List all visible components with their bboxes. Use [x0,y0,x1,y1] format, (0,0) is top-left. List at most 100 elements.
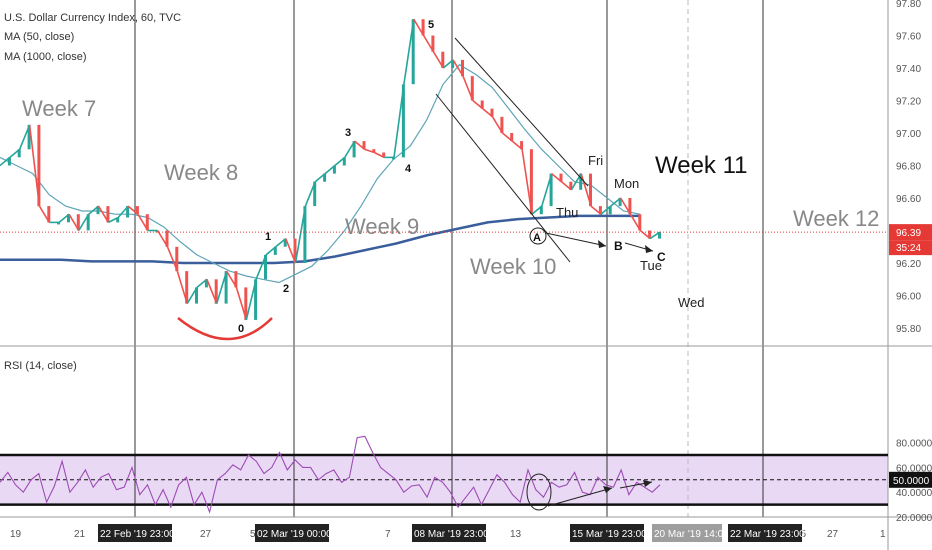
candle [362,141,366,150]
candle [303,206,307,263]
candle [520,141,524,150]
ma1000-legend[interactable]: MA (1000, close) [4,51,87,63]
arrow-a-b [545,232,607,247]
candle [589,173,592,207]
rsi-legend[interactable]: RSI (14, close) [4,360,77,372]
candle [549,173,553,207]
wave-label: 0 [238,323,244,335]
candle [135,206,139,215]
candle [175,246,179,272]
rsi-divergence-arrow [547,487,613,507]
rsi-divergence-circle [526,473,552,511]
time-box-label: 20 Mar '19 14:00 [654,529,729,540]
candle [37,124,41,207]
candle [579,173,583,190]
time-box-label: 08 Mar '19 23:00 [414,529,489,540]
arrowhead [603,486,612,493]
rsi-current-label: 50.0000 [893,476,930,487]
price-tick-label: 95.80 [896,324,921,335]
candle [86,214,90,231]
candle [76,214,80,231]
week-label: Week 8 [164,160,238,185]
rsi-tick-label: 60.0000 [896,463,932,474]
candle [480,100,484,109]
time-box-label: 22 Feb '19 23:00 [100,529,175,540]
candle [461,59,464,77]
candle [431,35,435,52]
day-label: Tue [640,258,662,273]
candle [470,76,474,101]
candle [451,59,455,68]
rsi-tick-label: 20.0000 [896,513,932,524]
price-tick-label: 96.80 [896,162,921,173]
candle [96,206,100,215]
day-label: Fri [588,153,603,168]
week-label: Week 12 [793,206,879,231]
candle [529,149,533,215]
point-label: A [533,232,541,244]
wave-label: 4 [405,163,412,175]
candle [214,279,218,304]
price-tick-label: 96.00 [896,292,921,303]
candle [628,198,632,215]
countdown-label: 35:24 [896,243,921,254]
wave-label: 2 [283,283,289,295]
price-tick-label: 97.80 [896,0,921,10]
candle [165,230,169,247]
candle [569,181,573,190]
ma1000-line [0,214,640,265]
price-tick-label: 96.60 [896,194,921,205]
candle [254,279,258,320]
candle [106,206,110,223]
time-box [412,524,486,542]
wave-label: 5 [428,19,434,31]
candle [195,287,198,304]
candle [411,19,415,85]
candle [598,206,602,215]
rsi-tick-label: 40.0000 [896,488,932,499]
rounding-bottom-arc [177,317,273,341]
day-label: Thu [556,205,578,220]
last-price-label: 96.39 [896,228,921,239]
arrowhead [645,245,653,253]
candle [490,108,494,117]
candle [352,141,356,158]
day-label: Mon [614,176,639,191]
candle [234,271,238,288]
ma50-legend[interactable]: MA (50, close) [4,31,75,43]
candle [67,214,70,223]
point-label: C [657,250,666,264]
last-price-badge [889,224,932,241]
candle [372,149,376,153]
candle [559,173,563,182]
candle [342,157,346,166]
candle [313,181,317,207]
candle [204,279,208,288]
time-box [728,524,802,542]
candle [392,157,395,160]
candle [264,254,267,280]
candle [618,198,622,207]
candle [57,222,61,225]
candle [510,133,514,142]
candle [293,238,297,263]
candle [283,238,287,247]
wave-label: 3 [345,127,351,139]
time-tick-label: 1 [880,529,886,540]
time-box [98,524,172,542]
candle [332,165,336,174]
candle [323,173,327,182]
time-tick-label: 13 [510,529,522,540]
time-tick-label: 27 [827,529,839,540]
candle [539,206,543,215]
time-box [652,524,722,542]
candle [638,214,642,231]
channel-lower-line [435,93,571,263]
wave-label: 1 [265,231,271,243]
symbol-title[interactable]: U.S. Dollar Currency Index, 60, TVC [4,12,182,24]
countdown-badge [889,240,932,256]
day-label: Wed [678,295,705,310]
time-tick-label: 27 [200,529,212,540]
